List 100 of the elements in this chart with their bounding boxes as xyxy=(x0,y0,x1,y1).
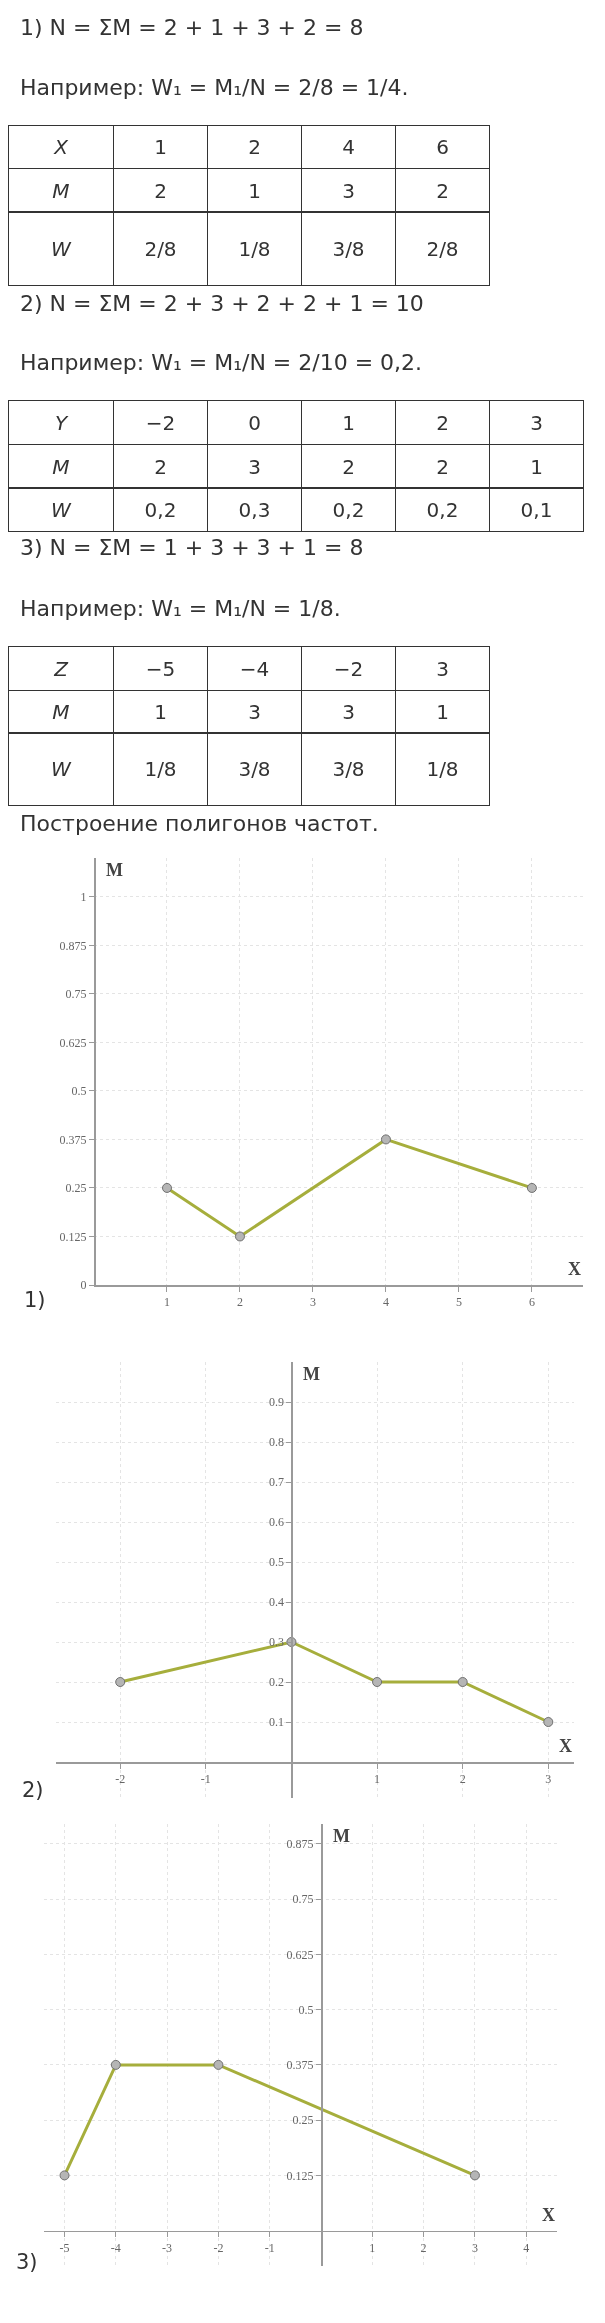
x-tick-label: 2 xyxy=(207,125,302,169)
y-tick-label: 0.9 xyxy=(269,1395,285,1410)
x-tick-label: -4 xyxy=(110,2240,121,2255)
y-tick-label: 1 xyxy=(80,890,87,905)
x-tick-label: 1 xyxy=(369,2240,376,2255)
chart-title: 3) N = ΣM = 1 + 3 + 3 + 1 = 8 xyxy=(20,534,364,562)
y-tick-label: 0.7 xyxy=(269,1475,285,1490)
x-tick-label: 1 xyxy=(374,1771,381,1786)
x-tick-label: -5 xyxy=(59,2240,70,2255)
x-tick-label: -2 xyxy=(213,2240,224,2255)
data-label: 2 xyxy=(113,444,208,489)
text: 0,2 xyxy=(332,497,365,522)
y-tick-label: 0.5 xyxy=(71,1084,87,1099)
data-label: 3 xyxy=(207,690,302,734)
text: 3/8 xyxy=(238,757,271,781)
x-tick-label: 4 xyxy=(301,125,396,169)
y-tick-label: W xyxy=(8,487,114,532)
data-label: 3 xyxy=(207,444,302,489)
y-tick-label: M xyxy=(8,444,114,489)
y-tick-label: W xyxy=(8,732,114,806)
chart-title: 1) N = ΣM = 2 + 1 + 3 + 2 = 8 xyxy=(20,14,364,42)
x-tick-label: −2 xyxy=(113,400,208,445)
x-tick-label: 3 xyxy=(395,646,490,691)
y-tick-label: 0.75 xyxy=(292,1892,314,1907)
x-tick-label: 5 xyxy=(455,1294,462,1309)
y-tick-label: 0.625 xyxy=(59,1035,87,1050)
data-label: 1 xyxy=(489,444,584,489)
data-label: 2 xyxy=(113,168,208,213)
text: 1/8 xyxy=(238,236,271,261)
chart-title: Построение полигонов частот. xyxy=(20,810,379,838)
x-axis-title: Z xyxy=(8,646,114,691)
y-tick-label: 0.2 xyxy=(269,1675,285,1690)
x-tick-label: 1 xyxy=(163,1294,170,1309)
y-tick-label: 0.125 xyxy=(286,2168,314,2183)
y-tick-label: 0.375 xyxy=(59,1132,87,1147)
y-tick-label: 0.5 xyxy=(269,1555,285,1570)
y-tick-label: 0.1 xyxy=(269,1715,285,1730)
y-tick-label: 0 xyxy=(80,1278,87,1293)
x-tick-label: 1 xyxy=(113,125,208,169)
x-tick-label: 3 xyxy=(545,1771,552,1786)
y-tick-label: 0.25 xyxy=(65,1181,87,1196)
data-label: 1 xyxy=(113,690,208,734)
text: 1/8 xyxy=(426,757,459,781)
text: 0,3 xyxy=(238,497,271,522)
x-tick-label: 2 xyxy=(459,1771,466,1786)
data-label: 2 xyxy=(395,168,490,213)
data-label: 2 xyxy=(395,444,490,489)
y-tick-label: 0.6 xyxy=(269,1515,285,1530)
x-tick-label: 6 xyxy=(395,125,490,169)
x-axis-title: X xyxy=(559,1736,572,1756)
data-label: 3 xyxy=(301,168,396,213)
x-tick-label: 2 xyxy=(395,400,490,445)
x-tick-label: -1 xyxy=(264,2240,275,2255)
chart-subtitle: Например: W₁ = M₁/N = 2/8 = 1/4. xyxy=(20,74,409,102)
chart-title: 2) N = ΣM = 2 + 3 + 2 + 2 + 1 = 10 xyxy=(20,290,424,318)
x-tick-label: -2 xyxy=(115,1771,126,1786)
x-tick-label: -1 xyxy=(200,1771,211,1786)
x-axis-title: X xyxy=(8,125,114,169)
y-tick-label: 0.8 xyxy=(269,1435,285,1450)
y-tick-label: 0.625 xyxy=(286,1947,314,1962)
x-tick-label: 3 xyxy=(471,2240,478,2255)
y-tick-label: M xyxy=(8,168,114,213)
data-label: 1 xyxy=(395,690,490,734)
x-tick-label: 4 xyxy=(382,1294,389,1309)
x-tick-label: −5 xyxy=(113,646,208,691)
text: 1/8 xyxy=(144,757,177,781)
y-tick-label: 0.875 xyxy=(59,938,87,953)
x-tick-label: 4 xyxy=(523,2240,530,2255)
text: 2/8 xyxy=(144,236,177,261)
y-tick-label: 0.4 xyxy=(269,1595,285,1610)
text: 0,2 xyxy=(426,497,459,522)
text: 1) xyxy=(24,1288,46,1312)
text: 3) xyxy=(16,2250,38,2274)
y-axis-title: M xyxy=(333,1826,350,1846)
text: 2/8 xyxy=(426,236,459,261)
data-label: 2 xyxy=(301,444,396,489)
text: 2) xyxy=(22,1778,44,1802)
y-tick-label: W xyxy=(8,211,114,286)
text: 0,1 xyxy=(520,497,553,522)
text: 3/8 xyxy=(332,236,365,261)
x-tick-label: 2 xyxy=(420,2240,427,2255)
y-tick-label: 0.75 xyxy=(65,987,87,1002)
x-tick-label: 3 xyxy=(489,400,584,445)
y-tick-label: 0.25 xyxy=(292,2113,314,2128)
y-tick-label: 0.375 xyxy=(286,2058,314,2073)
chart-subtitle: Например: W₁ = M₁/N = 2/10 = 0,2. xyxy=(20,349,423,377)
text: 0,2 xyxy=(144,497,177,522)
x-tick-label: 2 xyxy=(236,1294,243,1309)
x-axis-title: X xyxy=(568,1259,581,1279)
x-tick-label: -3 xyxy=(162,2240,173,2255)
text: 3/8 xyxy=(332,757,365,781)
x-tick-label: −2 xyxy=(301,646,396,691)
x-axis-title: Y xyxy=(8,400,114,445)
y-tick-label: 0.5 xyxy=(298,2002,314,2017)
x-tick-label: 6 xyxy=(528,1294,535,1309)
data-label: 3 xyxy=(301,690,396,734)
x-axis-title: X xyxy=(542,2205,555,2225)
y-tick-label: M xyxy=(8,690,114,734)
x-tick-label: −4 xyxy=(207,646,302,691)
x-tick-label: 3 xyxy=(309,1294,316,1309)
